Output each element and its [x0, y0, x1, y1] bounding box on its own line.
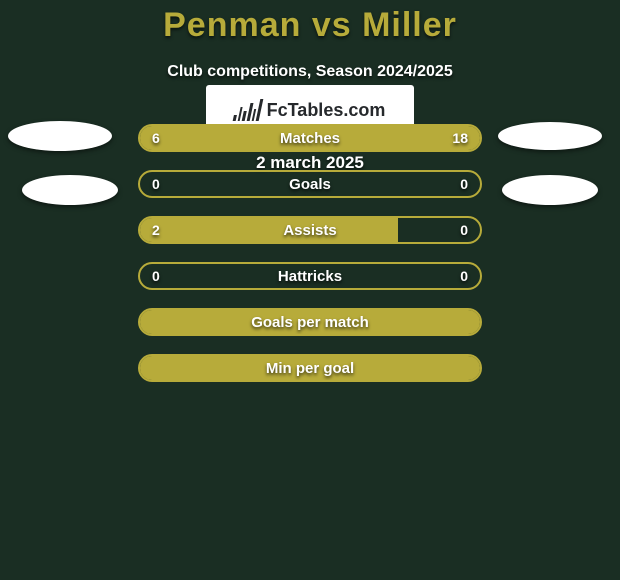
- stat-value-right: 0: [460, 172, 468, 196]
- stat-row-goals-per-match: Goals per match: [138, 308, 482, 336]
- subtitle: Club competitions, Season 2024/2025: [0, 63, 620, 81]
- stat-value-left: 0: [152, 172, 160, 196]
- player-badge-left-0: [8, 121, 112, 151]
- logo-bars-icon: [232, 99, 263, 121]
- stat-fill-full: [140, 356, 480, 380]
- stat-row-hattricks: Hattricks0 0: [138, 262, 482, 290]
- player-badge-left-1: [22, 175, 118, 205]
- stat-value-left: 0: [152, 264, 160, 288]
- stats-container: Matches618Goals00Assists20Hattricks00Goa…: [138, 124, 482, 400]
- stat-row-goals: Goals0 0: [138, 170, 482, 198]
- stat-row-assists: Assists20: [138, 216, 482, 244]
- player-badge-right-0: [498, 122, 602, 150]
- stat-fill-left: [140, 218, 398, 242]
- stat-row-matches: Matches618: [138, 124, 482, 152]
- logo-bar: [232, 115, 236, 121]
- stat-row-min-per-goal: Min per goal: [138, 354, 482, 382]
- logo-bar: [256, 99, 263, 121]
- stat-fill-left: [140, 126, 215, 150]
- page-title: Penman vs Miller: [0, 0, 620, 45]
- stat-value-right: 0: [460, 264, 468, 288]
- logo-text: FcTables.com: [267, 100, 386, 121]
- stat-label: Hattricks: [140, 264, 480, 288]
- stat-fill-right: [215, 126, 480, 150]
- logo-bar: [242, 111, 247, 121]
- stat-fill-full: [140, 310, 480, 334]
- stat-label: Goals: [140, 172, 480, 196]
- stat-value-right: 0: [460, 218, 468, 242]
- player-badge-right-1: [502, 175, 598, 205]
